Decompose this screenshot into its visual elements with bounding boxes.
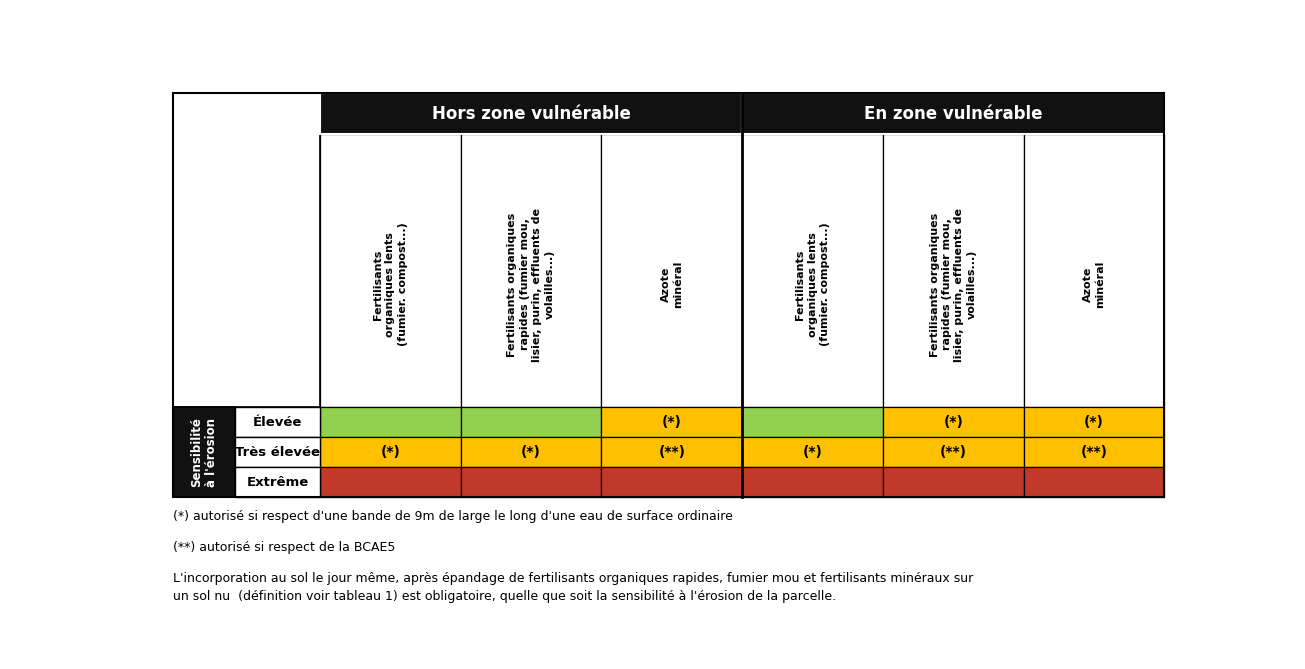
Text: Azote
minéral: Azote minéral [660,261,683,308]
Text: (*) autorisé si respect d'une bande de 9m de large le long d'une eau de surface : (*) autorisé si respect d'une bande de 9… [174,510,733,523]
Bar [1023,467,1164,497]
Text: (**): (**) [658,445,685,459]
Text: Fertilisants
organiques lents
(fumier. compost...): Fertilisants organiques lents (fumier. c… [373,223,407,347]
Bar [235,407,320,438]
Bar [320,467,461,497]
Bar [743,134,883,407]
Bar [883,438,1023,467]
Bar [602,438,743,467]
Text: Fertilisants organiques
rapides (fumier mou,
lisier, purin, effluents de
volaill: Fertilisants organiques rapides (fumier … [929,207,977,361]
Bar [1023,134,1164,407]
Text: L'incorporation au sol le jour même, après épandage de fertilisants organiques r: L'incorporation au sol le jour même, apr… [174,572,974,603]
Text: (*): (*) [944,415,963,429]
Bar [461,134,602,407]
Bar [174,93,320,407]
Bar [320,93,743,134]
Bar [461,438,602,467]
Text: (*): (*) [1084,415,1104,429]
Bar [743,438,883,467]
Bar [461,467,602,497]
Text: Fertilisants organiques
rapides (fumier mou,
lisier, purin, effluents de
volaill: Fertilisants organiques rapides (fumier … [508,207,555,361]
Bar [320,134,461,407]
Text: Élevée: Élevée [253,416,301,429]
Bar [883,407,1023,438]
Bar [883,134,1023,407]
Bar [235,438,320,467]
Bar [174,407,235,497]
Bar [602,467,743,497]
Bar [883,467,1023,497]
Bar [174,93,1164,497]
Bar [743,407,883,438]
Text: Extrême: Extrême [247,476,308,488]
Bar [743,467,883,497]
Text: En zone vulnérable: En zone vulnérable [864,105,1043,123]
Text: Azote
minéral: Azote minéral [1083,261,1105,308]
Bar [602,134,743,407]
Bar [1023,438,1164,467]
Text: Sensibilité
à l'érosion: Sensibilité à l'érosion [191,417,218,487]
Text: (*): (*) [662,415,681,429]
Bar [1023,407,1164,438]
Text: (**): (**) [1081,445,1108,459]
Bar [461,407,602,438]
Bar [235,467,320,497]
Text: Fertilisants
organiques lents
(fumier. compost...): Fertilisants organiques lents (fumier. c… [795,223,830,347]
Text: (*): (*) [803,445,822,459]
Text: (*): (*) [521,445,542,459]
Bar [320,407,461,438]
Bar [320,438,461,467]
Text: Hors zone vulnérable: Hors zone vulnérable [432,105,630,123]
Text: (**) autorisé si respect de la BCAE5: (**) autorisé si respect de la BCAE5 [174,541,395,554]
Bar [743,93,1164,134]
Text: Très élevée: Très élevée [235,446,320,459]
Text: (**): (**) [940,445,967,459]
Text: (*): (*) [380,445,401,459]
Bar [602,407,743,438]
